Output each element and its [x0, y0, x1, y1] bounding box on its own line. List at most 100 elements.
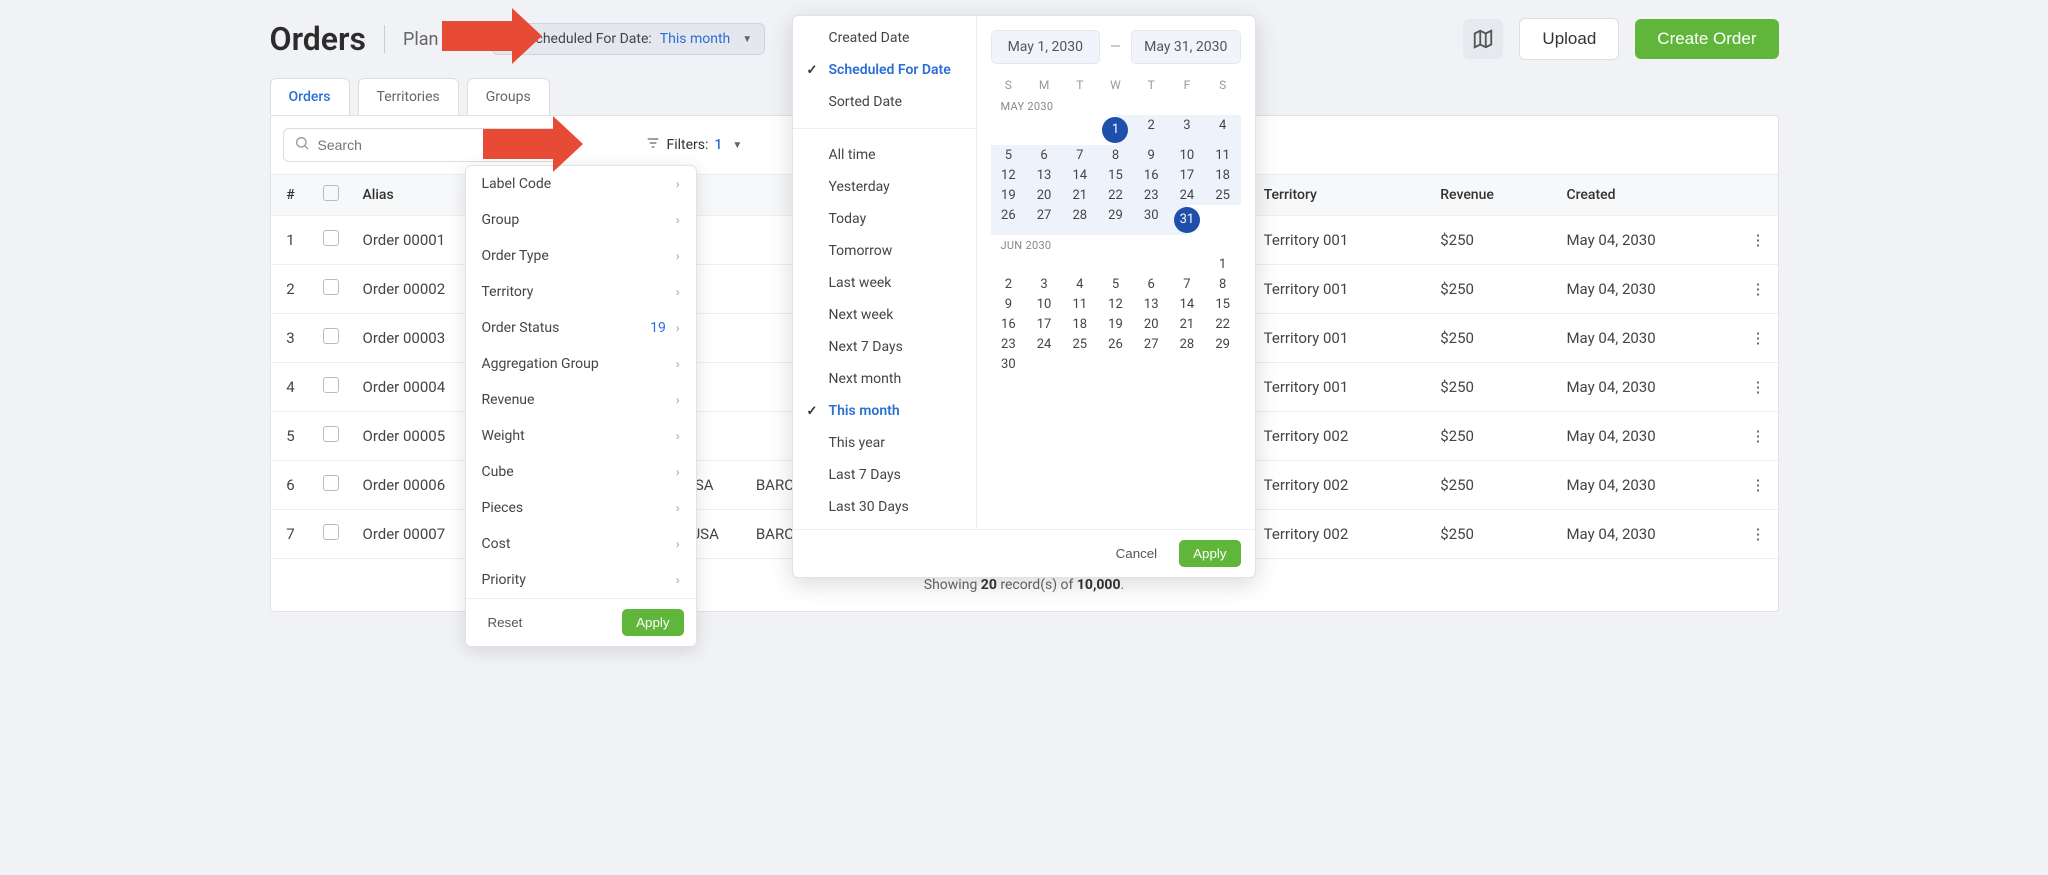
date-filter-label: Scheduled For Date:: [527, 31, 652, 47]
row-menu-button[interactable]: ⋮: [1739, 314, 1778, 363]
filter-icon: [645, 135, 661, 155]
date-preset-option[interactable]: Last week: [793, 267, 976, 299]
calendar-day[interactable]: 25: [1062, 334, 1098, 354]
date-preset-option[interactable]: This year: [793, 427, 976, 459]
row-checkbox[interactable]: [323, 524, 339, 540]
date-preset-option[interactable]: Next week: [793, 299, 976, 331]
cell-territory: Territory 002: [1252, 412, 1429, 461]
col-num: #: [271, 175, 311, 216]
row-checkbox[interactable]: [323, 377, 339, 393]
cell-created: May 04, 2030: [1554, 314, 1738, 363]
filters-count: 1: [714, 137, 722, 153]
row-menu-button[interactable]: ⋮: [1739, 510, 1778, 559]
filter-item[interactable]: Group ›: [466, 202, 696, 238]
row-menu-button[interactable]: ⋮: [1739, 363, 1778, 412]
date-preset-option[interactable]: Last 7 Days: [793, 459, 976, 491]
calendar-day[interactable]: 27: [1026, 205, 1062, 235]
row-menu-button[interactable]: ⋮: [1739, 412, 1778, 461]
calendar-day[interactable]: 30: [991, 354, 1027, 374]
tab-orders[interactable]: Orders: [270, 78, 350, 115]
row-menu-button[interactable]: ⋮: [1739, 461, 1778, 510]
filter-item[interactable]: Order Status 19›: [466, 310, 696, 346]
row-checkbox[interactable]: [323, 230, 339, 246]
filter-item[interactable]: Order Type ›: [466, 238, 696, 274]
calendar-day[interactable]: 24: [1026, 334, 1062, 354]
calendar-day[interactable]: 4: [1205, 115, 1241, 145]
date-type-option[interactable]: ✓Scheduled For Date: [793, 54, 976, 86]
calendar-day[interactable]: 29: [1098, 205, 1134, 235]
col-created[interactable]: Created: [1554, 175, 1738, 216]
filter-apply-button[interactable]: Apply: [622, 609, 683, 636]
weekday-label: F: [1169, 74, 1205, 96]
map-button[interactable]: [1463, 19, 1503, 59]
col-checkbox: [311, 175, 351, 216]
calendar-day[interactable]: 31: [1169, 205, 1205, 235]
date-preset-option[interactable]: Yesterday: [793, 171, 976, 203]
filter-item[interactable]: Revenue ›: [466, 382, 696, 418]
row-menu-button[interactable]: ⋮: [1739, 265, 1778, 314]
filter-item[interactable]: Territory ›: [466, 274, 696, 310]
row-checkbox[interactable]: [323, 279, 339, 295]
date-preset-option[interactable]: Today: [793, 203, 976, 235]
upload-button[interactable]: Upload: [1519, 18, 1619, 60]
date-cancel-button[interactable]: Cancel: [1106, 540, 1168, 567]
date-preset-option[interactable]: ✓This month: [793, 395, 976, 427]
row-checkbox[interactable]: [323, 426, 339, 442]
filter-item-label: Aggregation Group: [482, 356, 599, 372]
filter-item[interactable]: Cost ›: [466, 526, 696, 562]
date-preset-option[interactable]: Next month: [793, 363, 976, 395]
cell-num: 4: [271, 363, 311, 412]
date-preset-option[interactable]: Tomorrow: [793, 235, 976, 267]
chevron-down-icon: ▼: [732, 140, 742, 151]
date-preset-label: Last week: [829, 275, 892, 291]
filter-item[interactable]: Cube ›: [466, 454, 696, 490]
tab-territories[interactable]: Territories: [358, 78, 459, 115]
date-preset-label: Next 7 Days: [829, 339, 903, 355]
col-territory[interactable]: Territory: [1252, 175, 1429, 216]
calendar-day[interactable]: 25: [1205, 185, 1241, 205]
calendar-day[interactable]: 28: [1062, 205, 1098, 235]
calendar-day[interactable]: 1: [1098, 115, 1134, 145]
date-preset-option[interactable]: Last 30 Days: [793, 491, 976, 523]
col-revenue[interactable]: Revenue: [1428, 175, 1554, 216]
select-all-checkbox[interactable]: [323, 185, 339, 201]
create-order-button[interactable]: Create Order: [1635, 19, 1778, 59]
row-menu-button[interactable]: ⋮: [1739, 216, 1778, 265]
filter-item-label: Cost: [482, 536, 511, 552]
chevron-right-icon: ›: [676, 537, 680, 551]
cell-revenue: $250: [1428, 314, 1554, 363]
date-range-end-input[interactable]: May 31, 2030: [1131, 30, 1241, 64]
row-checkbox[interactable]: [323, 475, 339, 491]
tab-groups[interactable]: Groups: [467, 78, 550, 115]
filter-item[interactable]: Pieces ›: [466, 490, 696, 526]
calendar-day[interactable]: 29: [1205, 334, 1241, 354]
cell-territory: Territory 001: [1252, 363, 1429, 412]
calendar-day[interactable]: 30: [1133, 205, 1169, 235]
calendar-day[interactable]: 2: [1133, 115, 1169, 145]
date-apply-button[interactable]: Apply: [1179, 540, 1240, 567]
filter-item[interactable]: Weight ›: [466, 418, 696, 454]
filter-item[interactable]: Priority ›: [466, 562, 696, 598]
date-preset-option[interactable]: Next 7 Days: [793, 331, 976, 363]
chevron-right-icon: ›: [676, 429, 680, 443]
calendar-day[interactable]: 28: [1169, 334, 1205, 354]
date-type-option[interactable]: Created Date: [793, 22, 976, 54]
date-type-option[interactable]: Sorted Date: [793, 86, 976, 118]
calendar-day[interactable]: 3: [1169, 115, 1205, 145]
date-range-dash: —: [1110, 39, 1121, 55]
calendar-day[interactable]: 27: [1133, 334, 1169, 354]
filter-item[interactable]: Aggregation Group ›: [466, 346, 696, 382]
filters-button[interactable]: Filters: 1 ▼: [637, 135, 743, 155]
callout-arrow-top: [442, 8, 542, 64]
date-preset-label: Today: [829, 211, 867, 227]
row-checkbox[interactable]: [323, 328, 339, 344]
date-range-start-input[interactable]: May 1, 2030: [991, 30, 1101, 64]
calendar-day[interactable]: 26: [991, 205, 1027, 235]
calendar-day[interactable]: 24: [1169, 185, 1205, 205]
date-preset-label: Yesterday: [829, 179, 890, 195]
date-preset-option[interactable]: All time: [793, 139, 976, 171]
callout-arrow-filters: [483, 116, 583, 172]
calendar-day[interactable]: 26: [1098, 334, 1134, 354]
check-icon: ✓: [807, 404, 821, 419]
filter-reset-button[interactable]: Reset: [478, 609, 533, 636]
